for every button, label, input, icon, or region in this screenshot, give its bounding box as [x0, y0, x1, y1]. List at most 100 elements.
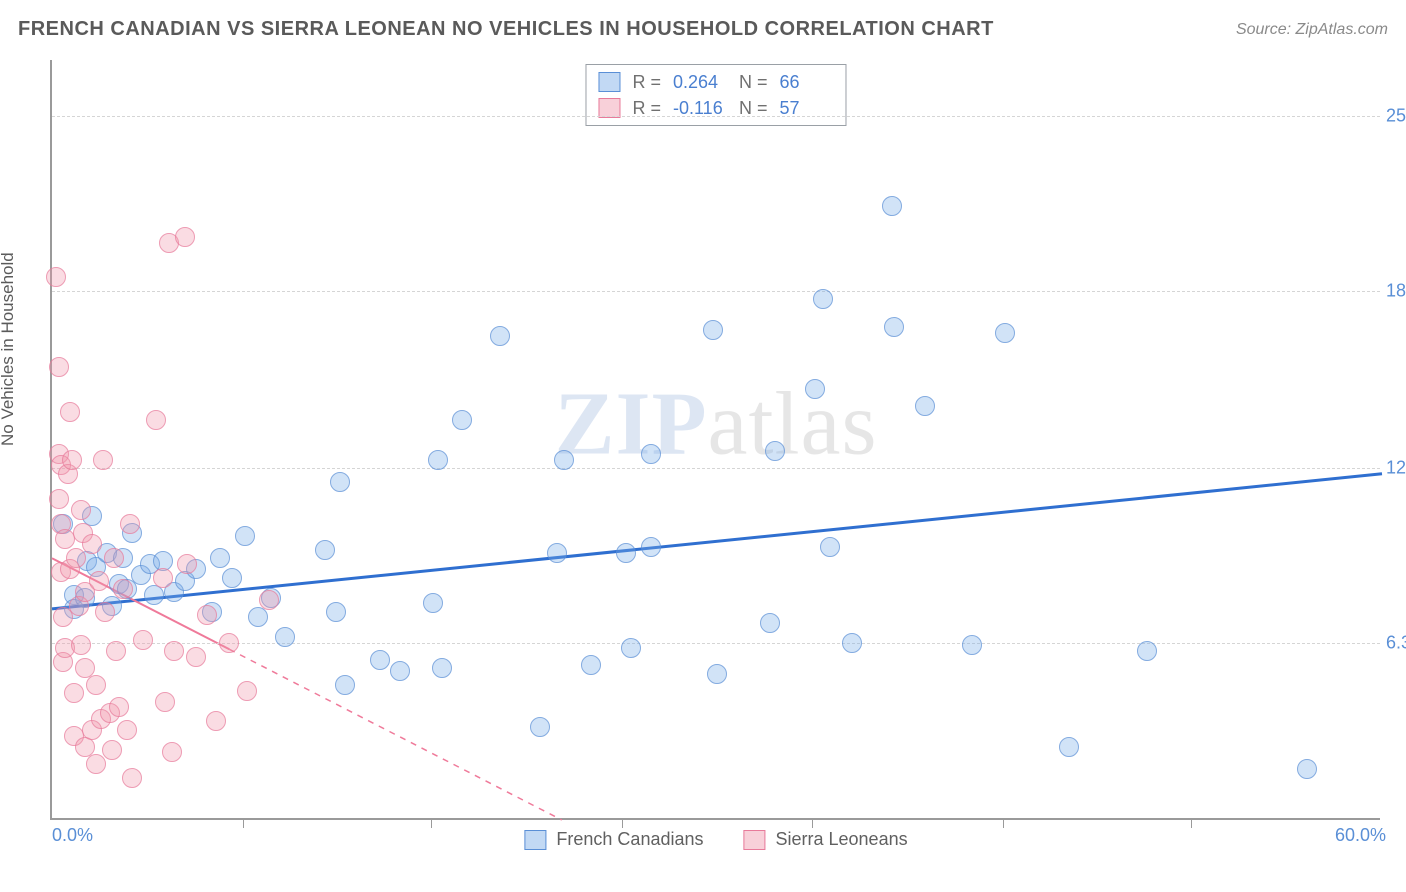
data-point-pink	[186, 647, 206, 667]
data-point-blue	[370, 650, 390, 670]
data-point-blue	[428, 450, 448, 470]
data-point-pink	[133, 630, 153, 650]
data-point-pink	[60, 402, 80, 422]
data-point-blue	[335, 675, 355, 695]
data-point-pink	[113, 579, 133, 599]
watermark-zip: ZIP	[555, 374, 708, 473]
data-point-pink	[146, 410, 166, 430]
x-max-label: 60.0%	[1335, 825, 1386, 846]
data-point-pink	[106, 641, 126, 661]
data-point-pink	[206, 711, 226, 731]
gridline-h	[52, 291, 1380, 292]
plot-area: ZIPatlas R = 0.264N = 66R = -0.116N = 57…	[50, 60, 1380, 820]
data-point-pink	[102, 740, 122, 760]
watermark-atlas: atlas	[708, 374, 878, 473]
legend-item-blue: French Canadians	[524, 829, 703, 850]
data-point-pink	[62, 450, 82, 470]
data-point-blue	[210, 548, 230, 568]
gridline-h	[52, 116, 1380, 117]
data-point-pink	[89, 571, 109, 591]
data-point-pink	[219, 633, 239, 653]
data-point-pink	[153, 568, 173, 588]
data-point-pink	[104, 548, 124, 568]
data-point-blue	[554, 450, 574, 470]
data-point-blue	[703, 320, 723, 340]
data-point-blue	[765, 441, 785, 461]
data-point-blue	[760, 613, 780, 633]
data-point-blue	[315, 540, 335, 560]
data-point-blue	[1137, 641, 1157, 661]
rn-row-blue: R = 0.264N = 66	[598, 69, 833, 95]
data-point-pink	[86, 754, 106, 774]
source-attribution: Source: ZipAtlas.com	[1236, 21, 1388, 39]
x-tick	[1191, 818, 1192, 828]
trend-lines	[52, 60, 1382, 820]
data-point-pink	[162, 742, 182, 762]
data-point-blue	[805, 379, 825, 399]
data-point-pink	[122, 768, 142, 788]
data-point-pink	[46, 267, 66, 287]
data-point-pink	[71, 635, 91, 655]
legend-item-pink: Sierra Leoneans	[744, 829, 908, 850]
swatch-pink	[744, 830, 766, 850]
x-tick	[431, 818, 432, 828]
chart-title: FRENCH CANADIAN VS SIERRA LEONEAN NO VEH…	[18, 18, 994, 41]
x-tick	[1003, 818, 1004, 828]
data-point-pink	[64, 683, 84, 703]
data-point-pink	[49, 489, 69, 509]
data-point-blue	[432, 658, 452, 678]
data-point-blue	[962, 635, 982, 655]
data-point-blue	[842, 633, 862, 653]
data-point-blue	[641, 444, 661, 464]
y-tick-label: 18.8%	[1386, 280, 1406, 301]
y-axis-label: No Vehicles in Household	[0, 252, 18, 446]
data-point-blue	[390, 661, 410, 681]
data-point-pink	[259, 590, 279, 610]
legend-label: French Canadians	[556, 829, 703, 850]
data-point-blue	[915, 396, 935, 416]
n-label: N =	[739, 69, 768, 95]
data-point-blue	[326, 602, 346, 622]
y-tick-label: 12.5%	[1386, 458, 1406, 479]
data-point-pink	[177, 554, 197, 574]
data-point-blue	[621, 638, 641, 658]
gridline-h	[52, 468, 1380, 469]
y-tick-label: 25.0%	[1386, 106, 1406, 127]
data-point-pink	[66, 548, 86, 568]
watermark: ZIPatlas	[555, 372, 878, 475]
data-point-pink	[86, 675, 106, 695]
data-point-blue	[222, 568, 242, 588]
data-point-blue	[581, 655, 601, 675]
data-point-pink	[120, 514, 140, 534]
data-point-blue	[820, 537, 840, 557]
data-point-pink	[237, 681, 257, 701]
data-point-blue	[490, 326, 510, 346]
data-point-blue	[1297, 759, 1317, 779]
x-min-label: 0.0%	[52, 825, 93, 846]
data-point-pink	[175, 227, 195, 247]
r-value: 0.264	[673, 69, 727, 95]
x-tick	[812, 818, 813, 828]
data-point-blue	[884, 317, 904, 337]
data-point-pink	[49, 357, 69, 377]
x-tick	[243, 818, 244, 828]
data-point-blue	[995, 323, 1015, 343]
data-point-blue	[248, 607, 268, 627]
data-point-blue	[616, 543, 636, 563]
data-point-blue	[547, 543, 567, 563]
data-point-blue	[330, 472, 350, 492]
data-point-pink	[95, 602, 115, 622]
swatch-blue	[598, 72, 620, 92]
data-point-blue	[275, 627, 295, 647]
data-point-pink	[93, 450, 113, 470]
data-point-blue	[423, 593, 443, 613]
data-point-blue	[452, 410, 472, 430]
source-prefix: Source:	[1236, 21, 1296, 38]
n-value: 66	[780, 69, 834, 95]
swatch-pink	[598, 98, 620, 118]
data-point-pink	[109, 697, 129, 717]
data-point-blue	[530, 717, 550, 737]
data-point-pink	[155, 692, 175, 712]
series-legend: French Canadians Sierra Leoneans	[524, 829, 907, 850]
data-point-pink	[117, 720, 137, 740]
